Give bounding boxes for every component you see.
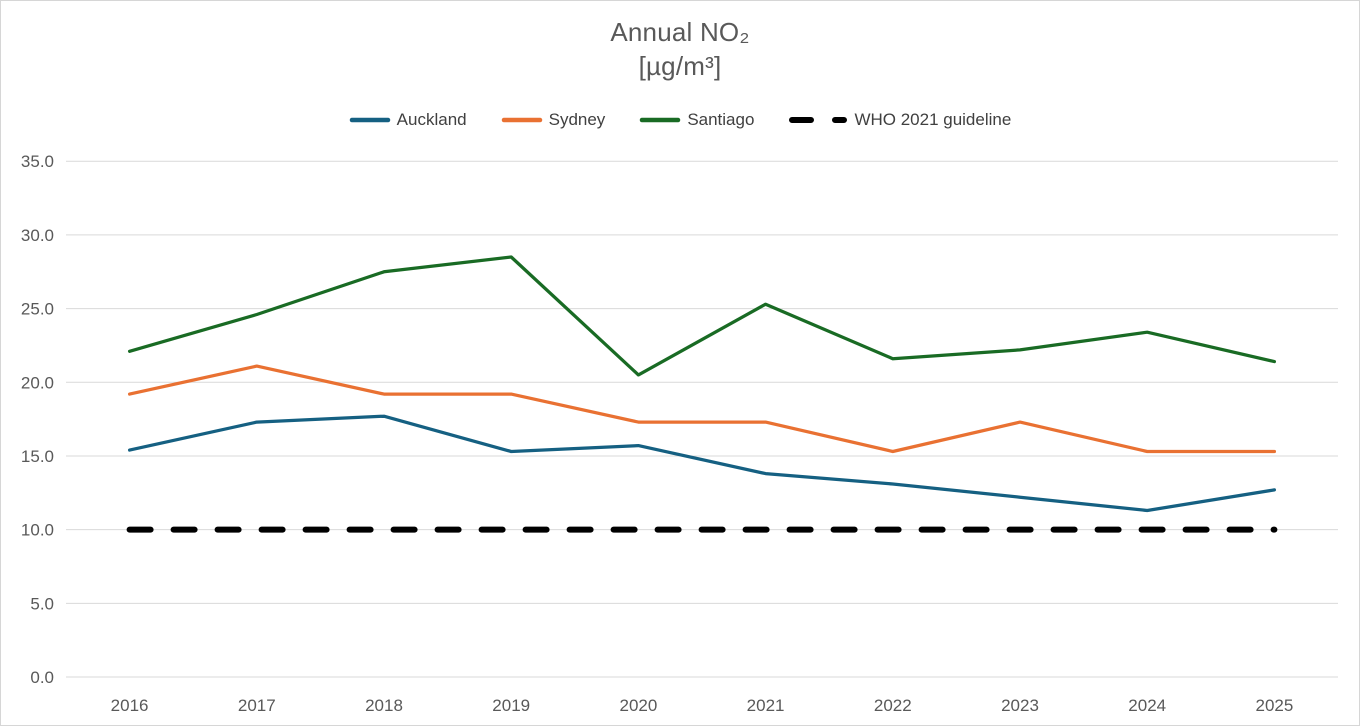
legend-item-sydney: Sydney (501, 110, 606, 130)
line-swatch-icon (501, 117, 542, 123)
series-line-santiago (127, 255, 1277, 377)
y-axis-tick-label: 15.0 (21, 447, 54, 466)
legend: Auckland Sydney Santiago WHO 2021 guidel… (1, 110, 1359, 130)
x-axis-tick-label: 2016 (111, 696, 149, 715)
y-axis-tick-label: 0.0 (30, 668, 54, 687)
line-swatch-icon (349, 117, 390, 123)
x-axis-tick-label: 2025 (1255, 696, 1293, 715)
legend-item-who-guideline: WHO 2021 guideline (788, 110, 1011, 130)
x-axis-tick-label: 2024 (1128, 696, 1166, 715)
chart-subtitle: [µg/m³] (638, 51, 722, 81)
x-axis-tick-label: 2018 (365, 696, 403, 715)
legend-label: Auckland (396, 110, 467, 129)
series-line-auckland (127, 414, 1277, 513)
x-axis-tick-label: 2017 (238, 696, 276, 715)
y-axis-tick-label: 5.0 (30, 594, 54, 613)
legend-label: Santiago (687, 110, 755, 129)
x-axis-tick-label: 2021 (747, 696, 785, 715)
chart-title: Annual NO₂ (610, 17, 750, 47)
y-axis-tick-label: 20.0 (21, 373, 54, 392)
y-axis-tick-label: 10.0 (21, 521, 54, 540)
chart-title-block: Annual NO₂ [µg/m³] (1, 15, 1359, 83)
dashed-line-swatch-icon (789, 117, 849, 123)
legend-label: Sydney (548, 110, 606, 129)
x-axis-tick-label: 2019 (492, 696, 530, 715)
legend-item-santiago: Santiago (639, 110, 754, 130)
y-axis-tick-label: 35.0 (21, 152, 54, 171)
legend-item-auckland: Auckland (349, 110, 467, 130)
x-axis-tick-label: 2022 (874, 696, 912, 715)
y-axis-tick-label: 25.0 (21, 300, 54, 319)
line-swatch-icon (640, 117, 681, 123)
y-axis-tick-label: 30.0 (21, 226, 54, 245)
legend-label: WHO 2021 guideline (854, 110, 1012, 129)
x-axis-tick-label: 2023 (1001, 696, 1039, 715)
series-line-sydney (127, 364, 1277, 454)
x-axis-tick-label: 2020 (619, 696, 657, 715)
